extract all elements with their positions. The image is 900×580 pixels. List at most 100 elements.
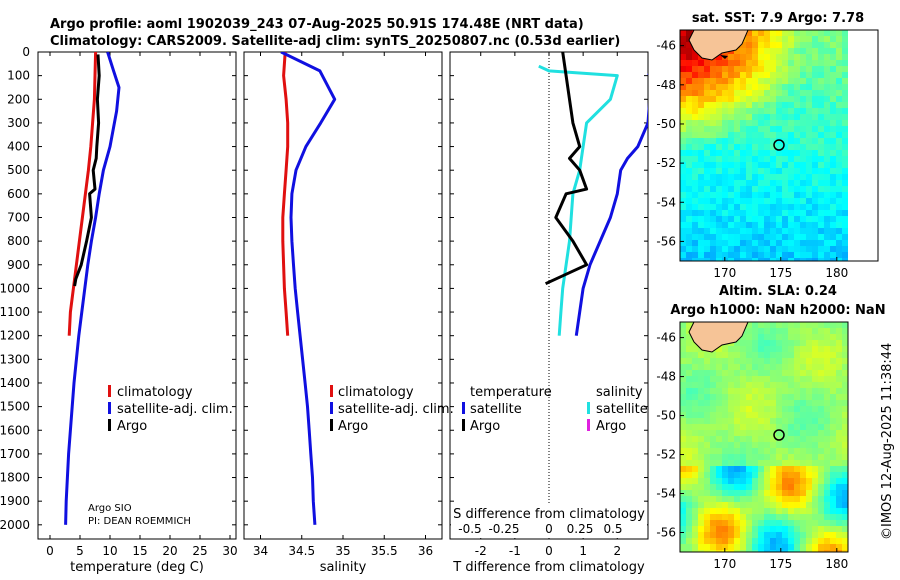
map-cell bbox=[740, 496, 747, 503]
map-cell bbox=[704, 514, 711, 521]
map-cell bbox=[812, 544, 819, 551]
map-cell bbox=[794, 90, 801, 97]
map-cell bbox=[698, 240, 705, 247]
map-cell bbox=[758, 322, 765, 329]
salinity-legend: climatology satellite-adj. clim. Argo bbox=[330, 385, 454, 434]
map-cell bbox=[734, 150, 741, 157]
map-cell bbox=[764, 222, 771, 229]
map-cell bbox=[800, 376, 807, 383]
map-cell bbox=[716, 150, 723, 157]
map-cell bbox=[752, 162, 759, 169]
map-cell bbox=[722, 72, 729, 79]
map-cell bbox=[692, 246, 699, 253]
map-cell bbox=[686, 466, 693, 473]
map-x-tick-label: 180 bbox=[825, 266, 848, 280]
map-cell bbox=[734, 138, 741, 145]
map-cell bbox=[824, 454, 831, 461]
map-cell bbox=[830, 60, 837, 67]
map-cell bbox=[698, 478, 705, 485]
map-cell bbox=[764, 502, 771, 509]
map-cell bbox=[734, 108, 741, 115]
map-cell bbox=[686, 150, 693, 157]
map-cell bbox=[758, 418, 765, 425]
map-cell bbox=[770, 460, 777, 467]
map-cell bbox=[740, 84, 747, 91]
map-cell bbox=[716, 192, 723, 199]
map-cell bbox=[794, 550, 801, 552]
map-cell bbox=[776, 346, 783, 353]
map-cell bbox=[716, 472, 723, 479]
map-cell bbox=[752, 358, 759, 365]
map-cell bbox=[722, 376, 729, 383]
map-cell bbox=[722, 532, 729, 539]
map-cell bbox=[794, 60, 801, 67]
map-cell bbox=[788, 502, 795, 509]
map-x-tick-label: 170 bbox=[713, 266, 736, 280]
map-cell bbox=[776, 186, 783, 193]
map-cell bbox=[776, 352, 783, 359]
map-cell bbox=[836, 144, 843, 151]
map-cell bbox=[782, 156, 789, 163]
map-cell bbox=[806, 96, 813, 103]
map-cell bbox=[722, 90, 729, 97]
map-cell bbox=[698, 204, 705, 211]
map-cell bbox=[788, 364, 795, 371]
map-cell bbox=[710, 484, 717, 491]
map-cell bbox=[824, 252, 831, 259]
map-cell bbox=[824, 424, 831, 431]
map-cell bbox=[686, 484, 693, 491]
map-cell bbox=[836, 210, 843, 217]
map-cell bbox=[716, 162, 723, 169]
map-cell bbox=[836, 222, 843, 229]
map-cell bbox=[836, 400, 843, 407]
map-cell bbox=[722, 448, 729, 455]
map-cell bbox=[746, 252, 753, 259]
map-cell bbox=[800, 538, 807, 545]
map-cell bbox=[704, 102, 711, 109]
map-cell bbox=[824, 412, 831, 419]
map-cell bbox=[728, 234, 735, 241]
map-cell bbox=[698, 466, 705, 473]
map-cell bbox=[692, 132, 699, 139]
sla-map-title: Altim. SLA: 0.24 bbox=[719, 284, 837, 299]
map-cell bbox=[794, 514, 801, 521]
map-cell bbox=[740, 472, 747, 479]
legend-argo: Argo bbox=[338, 419, 368, 434]
map-cell bbox=[710, 108, 717, 115]
map-cell bbox=[770, 240, 777, 247]
map-cell bbox=[764, 90, 771, 97]
map-cell bbox=[758, 430, 765, 437]
x-tick-label: 35.5 bbox=[371, 544, 398, 558]
map-cell bbox=[824, 90, 831, 97]
map-cell bbox=[800, 526, 807, 533]
map-cell bbox=[776, 538, 783, 545]
map-cell bbox=[776, 406, 783, 413]
map-cell bbox=[842, 204, 848, 211]
map-cell bbox=[740, 78, 747, 85]
map-cell bbox=[842, 376, 848, 383]
map-cell bbox=[836, 322, 843, 329]
map-cell bbox=[686, 502, 693, 509]
island bbox=[720, 55, 728, 59]
map-cell bbox=[764, 436, 771, 443]
map-cell bbox=[794, 66, 801, 73]
map-cell bbox=[800, 234, 807, 241]
map-cell bbox=[794, 42, 801, 49]
map-cell bbox=[770, 502, 777, 509]
map-cell bbox=[842, 424, 848, 431]
map-y-tick-label: -54 bbox=[656, 487, 676, 501]
map-cell bbox=[776, 180, 783, 187]
map-cell bbox=[680, 388, 687, 395]
map-cell bbox=[770, 394, 777, 401]
map-cell bbox=[752, 102, 759, 109]
map-cell bbox=[788, 228, 795, 235]
map-cell bbox=[764, 168, 771, 175]
map-cell bbox=[764, 174, 771, 181]
map-cell bbox=[698, 174, 705, 181]
map-cell bbox=[842, 394, 848, 401]
map-cell bbox=[680, 126, 687, 133]
map-cell bbox=[758, 150, 765, 157]
map-cell bbox=[752, 382, 759, 389]
map-cell bbox=[788, 508, 795, 515]
map-cell bbox=[818, 96, 825, 103]
